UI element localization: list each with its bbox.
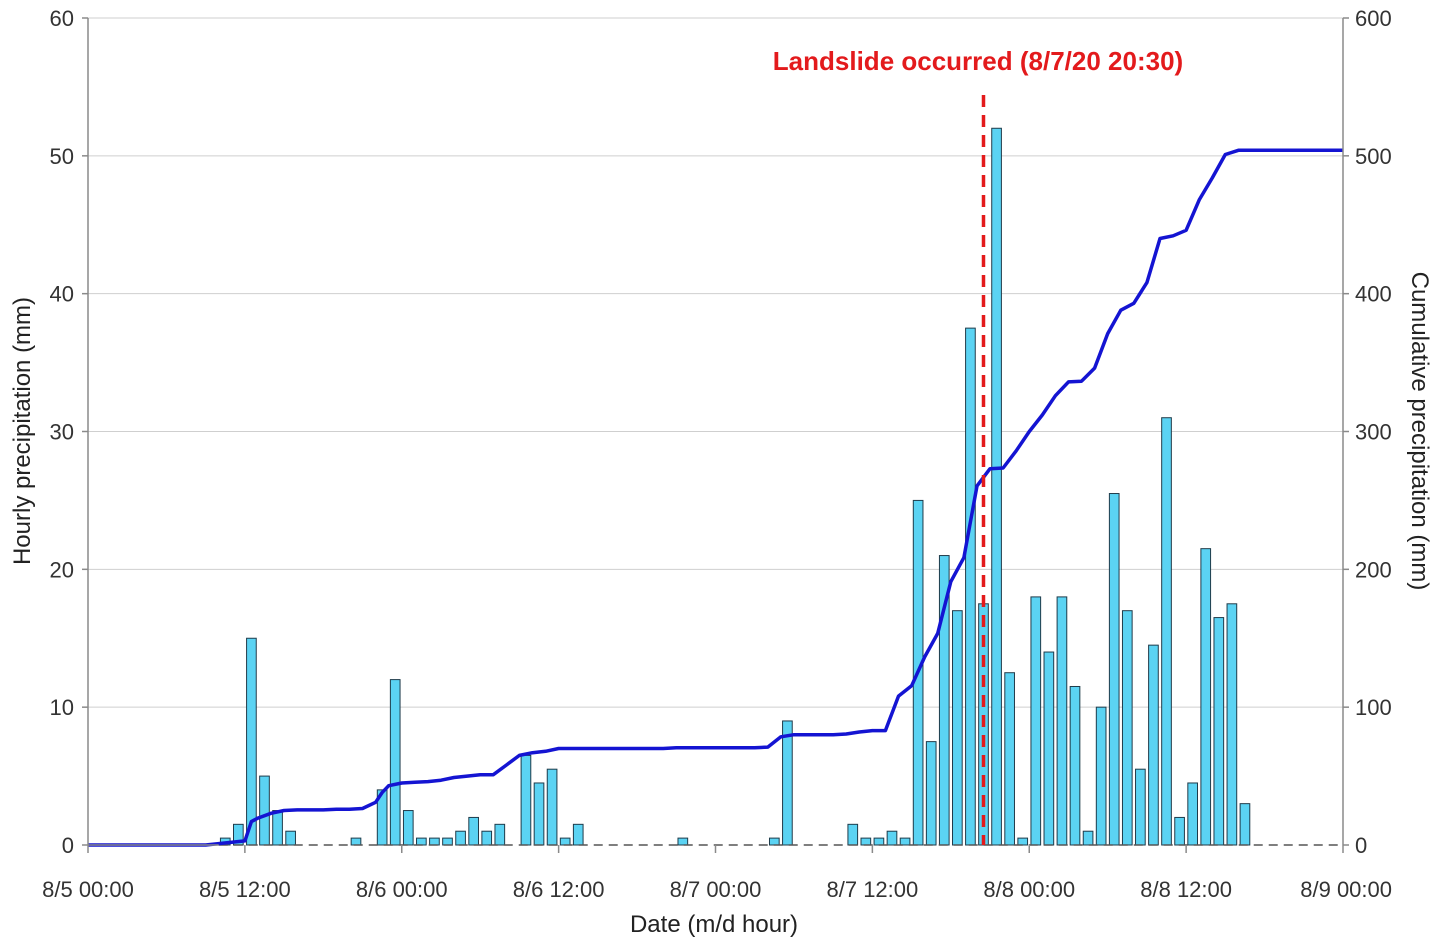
y-axis-left-title: Hourly precipitation (mm) <box>9 297 36 565</box>
bar <box>873 837 885 846</box>
y-left-tick-label: 40 <box>50 282 74 307</box>
cumulative-line-layer <box>88 148 1343 847</box>
bar <box>402 810 414 846</box>
bar <box>259 775 270 846</box>
x-axis-title: Date (m/d hour) <box>630 911 798 938</box>
bar <box>1004 672 1015 846</box>
annotation-layer: Landslide occurred (8/7/20 20:30) <box>773 46 1183 845</box>
bar <box>572 823 584 846</box>
bar <box>429 837 440 846</box>
cumulative-line <box>88 148 1343 847</box>
bar <box>481 830 493 846</box>
bar <box>1069 685 1081 846</box>
bar <box>952 610 963 846</box>
bar <box>559 837 571 846</box>
gridlines <box>88 17 1343 708</box>
bar <box>1226 603 1238 846</box>
x-tick-label: 8/8 12:00 <box>1140 877 1232 902</box>
y-right-tick-label: 0 <box>1355 833 1367 858</box>
bar <box>1030 596 1042 846</box>
x-tick-label: 8/8 00:00 <box>983 877 1075 902</box>
bar <box>1095 706 1107 846</box>
bar <box>1056 596 1068 846</box>
y-left-tick-label: 10 <box>50 695 74 720</box>
bar <box>1200 548 1212 846</box>
bar <box>1213 617 1225 846</box>
y-right-tick-label: 100 <box>1355 695 1392 720</box>
y-left-tick-label: 20 <box>50 557 74 582</box>
bar <box>1108 493 1120 846</box>
x-tick-label: 8/7 00:00 <box>670 877 762 902</box>
bar <box>350 837 362 846</box>
bar <box>376 789 388 846</box>
bar <box>1017 837 1029 846</box>
bar <box>899 837 911 846</box>
bar <box>1082 830 1094 846</box>
bar <box>1174 816 1185 846</box>
y-right-tick-label: 500 <box>1355 144 1392 169</box>
x-tick-label: 8/5 00:00 <box>42 877 134 902</box>
y-right-tick-label: 200 <box>1355 557 1392 582</box>
bar <box>886 830 898 846</box>
bar <box>677 837 689 846</box>
bar <box>925 741 937 846</box>
bar <box>533 782 545 846</box>
x-tick-label: 8/6 00:00 <box>356 877 448 902</box>
bar <box>782 720 793 846</box>
bar <box>285 830 296 846</box>
bar <box>389 679 401 846</box>
hourly-bars <box>219 127 1251 846</box>
x-tick-label: 8/6 12:00 <box>513 877 605 902</box>
bar <box>1161 417 1172 846</box>
bar <box>991 127 1002 846</box>
y-left-tick-label: 0 <box>62 833 74 858</box>
y-left-tick-label: 30 <box>50 420 74 445</box>
bar <box>246 637 257 846</box>
bar <box>455 830 466 846</box>
bar <box>1239 803 1251 846</box>
bar <box>416 837 427 846</box>
y-left-tick-label: 50 <box>50 144 74 169</box>
bar <box>1043 651 1055 846</box>
bar <box>965 327 976 846</box>
y-right-tick-label: 400 <box>1355 282 1392 307</box>
y-right-tick-label: 600 <box>1355 6 1392 31</box>
landslide-annotation: Landslide occurred (8/7/20 20:30) <box>773 46 1183 76</box>
x-tick-label: 8/9 00:00 <box>1300 877 1392 902</box>
bar <box>272 810 283 846</box>
bar <box>442 837 453 846</box>
y-axis-right-title: Cumulative precipitation (mm) <box>1406 272 1433 591</box>
y-right-tick-label: 300 <box>1355 420 1392 445</box>
bar <box>520 754 532 846</box>
bar <box>860 837 872 846</box>
bar <box>768 837 780 846</box>
bar <box>847 823 859 846</box>
bar <box>1148 644 1159 846</box>
bar <box>546 768 558 846</box>
bar <box>1121 610 1133 846</box>
x-tick-label: 8/7 12:00 <box>827 877 919 902</box>
bar <box>494 823 506 846</box>
x-tick-label: 8/5 12:00 <box>199 877 291 902</box>
y-left-tick-label: 60 <box>50 6 74 31</box>
bar <box>1135 768 1146 846</box>
bar <box>468 816 479 846</box>
bar <box>1187 782 1198 846</box>
